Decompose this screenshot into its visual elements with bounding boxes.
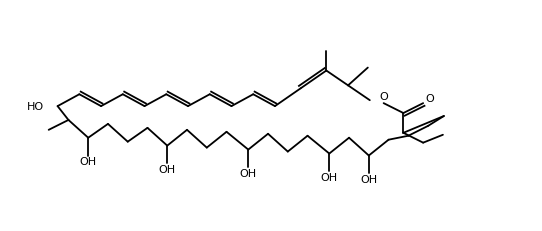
Text: O: O (379, 92, 388, 102)
Text: OH: OH (80, 157, 97, 167)
Text: OH: OH (360, 174, 377, 184)
Text: HO: HO (27, 102, 44, 112)
Text: OH: OH (240, 169, 257, 179)
Text: OH: OH (159, 165, 176, 175)
Text: O: O (425, 94, 435, 104)
Text: OH: OH (321, 173, 338, 182)
